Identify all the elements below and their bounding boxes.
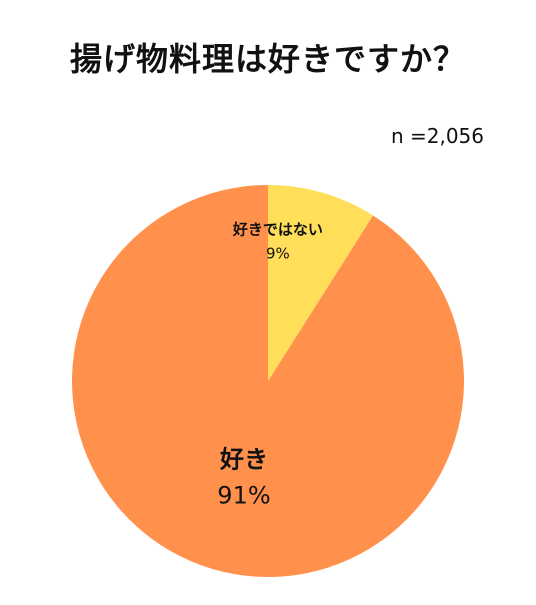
sample-size: n =2,056 (390, 124, 484, 148)
slice-label-1: 好きではない (232, 220, 323, 238)
pie-slice-1 (268, 185, 374, 381)
slice-value-label-0: 91% (217, 481, 270, 509)
slice-label-0: 好き (219, 445, 268, 473)
slice-value-label-1: 9% (266, 244, 290, 262)
chart-title: 揚げ物料理は好きですか？ (69, 40, 466, 78)
pie-slice-0 (71, 185, 465, 577)
